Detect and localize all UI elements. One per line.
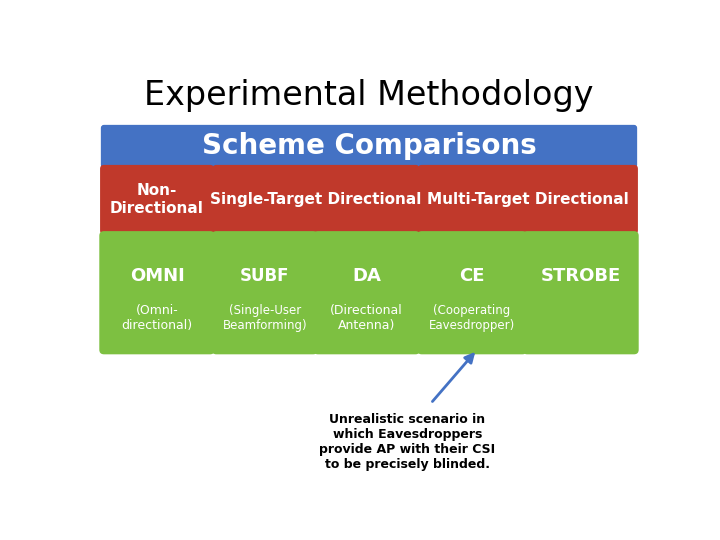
FancyBboxPatch shape xyxy=(100,165,214,234)
Text: Multi-Target Directional: Multi-Target Directional xyxy=(427,192,629,207)
Text: OMNI: OMNI xyxy=(130,267,184,285)
Text: STROBE: STROBE xyxy=(541,267,621,285)
Text: (Omni-
directional): (Omni- directional) xyxy=(122,304,193,332)
Text: CE: CE xyxy=(459,267,485,285)
Text: SUBF: SUBF xyxy=(240,267,289,285)
FancyBboxPatch shape xyxy=(212,231,318,354)
FancyBboxPatch shape xyxy=(417,231,527,354)
Text: (Directional
Antenna): (Directional Antenna) xyxy=(330,304,403,332)
FancyBboxPatch shape xyxy=(523,231,639,354)
Text: Non-
Directional: Non- Directional xyxy=(110,184,204,216)
FancyBboxPatch shape xyxy=(313,231,420,354)
FancyBboxPatch shape xyxy=(99,231,215,354)
FancyBboxPatch shape xyxy=(212,165,419,234)
Text: (Cooperating
Eavesdropper): (Cooperating Eavesdropper) xyxy=(429,304,516,332)
FancyBboxPatch shape xyxy=(418,165,638,234)
Text: Experimental Methodology: Experimental Methodology xyxy=(144,79,594,112)
Text: DA: DA xyxy=(352,267,381,285)
Text: Single-Target Directional: Single-Target Directional xyxy=(210,192,422,207)
Text: Unrealistic scenario in
which Eavesdroppers
provide AP with their CSI
to be prec: Unrealistic scenario in which Eavesdropp… xyxy=(319,413,495,471)
FancyBboxPatch shape xyxy=(101,125,637,168)
Text: Scheme Comparisons: Scheme Comparisons xyxy=(202,132,536,160)
Text: (Single-User
Beamforming): (Single-User Beamforming) xyxy=(222,304,307,332)
